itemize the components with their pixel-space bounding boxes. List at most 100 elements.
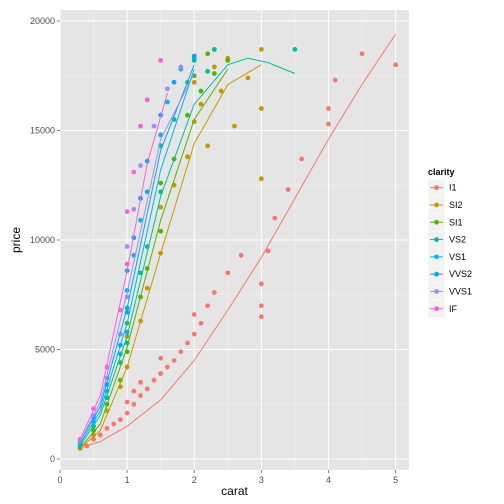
legend-label: VS1 xyxy=(449,252,466,262)
data-point xyxy=(245,75,251,81)
data-point xyxy=(191,331,197,337)
fit-line xyxy=(79,68,229,449)
data-point xyxy=(225,270,231,276)
data-point xyxy=(292,47,298,52)
data-point xyxy=(164,99,170,105)
data-point xyxy=(191,79,197,85)
y-tick-label: 20000 xyxy=(30,16,55,26)
data-point xyxy=(158,228,164,234)
data-point xyxy=(158,371,164,377)
y-axis-title: price xyxy=(9,227,23,253)
fit-line xyxy=(79,33,397,449)
legend-key-point xyxy=(434,289,439,294)
data-point xyxy=(198,101,204,107)
data-point xyxy=(144,97,150,103)
data-point xyxy=(258,281,264,287)
legend-key-point xyxy=(434,185,439,191)
data-point xyxy=(225,57,231,63)
y-tick-label: 5000 xyxy=(35,345,55,355)
data-point xyxy=(198,88,204,94)
data-point xyxy=(158,57,164,63)
data-point xyxy=(332,77,338,83)
fit-line xyxy=(79,64,195,442)
data-point xyxy=(359,51,365,57)
legend-label: IF xyxy=(449,304,458,314)
data-point xyxy=(144,285,150,291)
legend-label: VS2 xyxy=(449,235,466,245)
y-tick-label: 10000 xyxy=(30,235,55,245)
data-point xyxy=(393,62,398,68)
data-point xyxy=(185,340,190,346)
data-point xyxy=(151,123,157,129)
data-point xyxy=(258,314,264,320)
legend-label: I1 xyxy=(449,183,457,193)
data-point xyxy=(124,399,130,405)
data-point xyxy=(97,432,103,438)
legend-label: SI1 xyxy=(449,217,463,227)
data-point xyxy=(205,303,211,309)
x-tick-label: 1 xyxy=(125,475,130,485)
data-point xyxy=(191,73,197,79)
data-point xyxy=(258,303,264,309)
data-point xyxy=(205,68,211,74)
data-point xyxy=(299,156,305,162)
data-point xyxy=(258,176,264,182)
legend-key-point xyxy=(434,219,439,225)
data-point xyxy=(211,71,217,76)
data-point xyxy=(258,106,264,111)
fit-line xyxy=(79,73,195,442)
data-point xyxy=(91,428,96,433)
data-point xyxy=(151,377,157,383)
data-point xyxy=(171,79,177,85)
data-point xyxy=(164,364,170,370)
data-point xyxy=(185,154,190,160)
data-point xyxy=(185,112,190,118)
data-point xyxy=(198,320,204,326)
data-point xyxy=(138,123,143,129)
data-point xyxy=(158,355,164,361)
data-point xyxy=(285,187,291,193)
data-point xyxy=(205,51,211,57)
fit-line xyxy=(79,93,168,440)
data-point xyxy=(138,379,143,385)
x-tick-label: 2 xyxy=(192,475,197,485)
data-point xyxy=(191,312,197,317)
data-point xyxy=(218,88,224,94)
data-point xyxy=(272,215,278,221)
data-point xyxy=(171,358,177,363)
data-point xyxy=(118,417,123,423)
legend-label: VVS2 xyxy=(449,269,472,279)
data-point xyxy=(258,47,264,52)
data-point xyxy=(238,252,244,258)
data-point xyxy=(211,64,217,70)
data-point xyxy=(111,421,117,427)
legend-key-point xyxy=(434,306,439,312)
legend-label: VVS1 xyxy=(449,286,472,296)
legend: clarity I1 SI2 SI1 VS2 VS1 VVS2 VVS1 IF xyxy=(427,167,472,318)
y-tick-label: 15000 xyxy=(30,125,55,135)
legend-title: clarity xyxy=(428,167,455,177)
data-point xyxy=(232,123,237,129)
data-point xyxy=(104,425,110,431)
data-point xyxy=(131,206,137,212)
legend-key-point xyxy=(434,202,439,208)
data-point xyxy=(124,410,130,416)
data-point xyxy=(138,393,143,398)
data-point xyxy=(138,163,143,168)
data-point xyxy=(178,64,184,70)
data-point xyxy=(211,47,217,52)
x-tick-label: 0 xyxy=(57,475,62,485)
legend-key-point xyxy=(434,271,439,277)
data-point xyxy=(164,86,170,92)
y-axis-ticks: 0 5000 10000 15000 20000 xyxy=(30,16,60,464)
data-point xyxy=(191,53,197,59)
x-tick-label: 5 xyxy=(393,475,398,485)
data-point xyxy=(131,388,137,394)
data-point xyxy=(265,248,271,254)
x-tick-label: 3 xyxy=(259,475,264,485)
legend-key-point xyxy=(434,254,439,260)
data-point xyxy=(131,169,137,175)
data-point xyxy=(158,180,164,186)
fit-lines-layer xyxy=(79,33,397,449)
